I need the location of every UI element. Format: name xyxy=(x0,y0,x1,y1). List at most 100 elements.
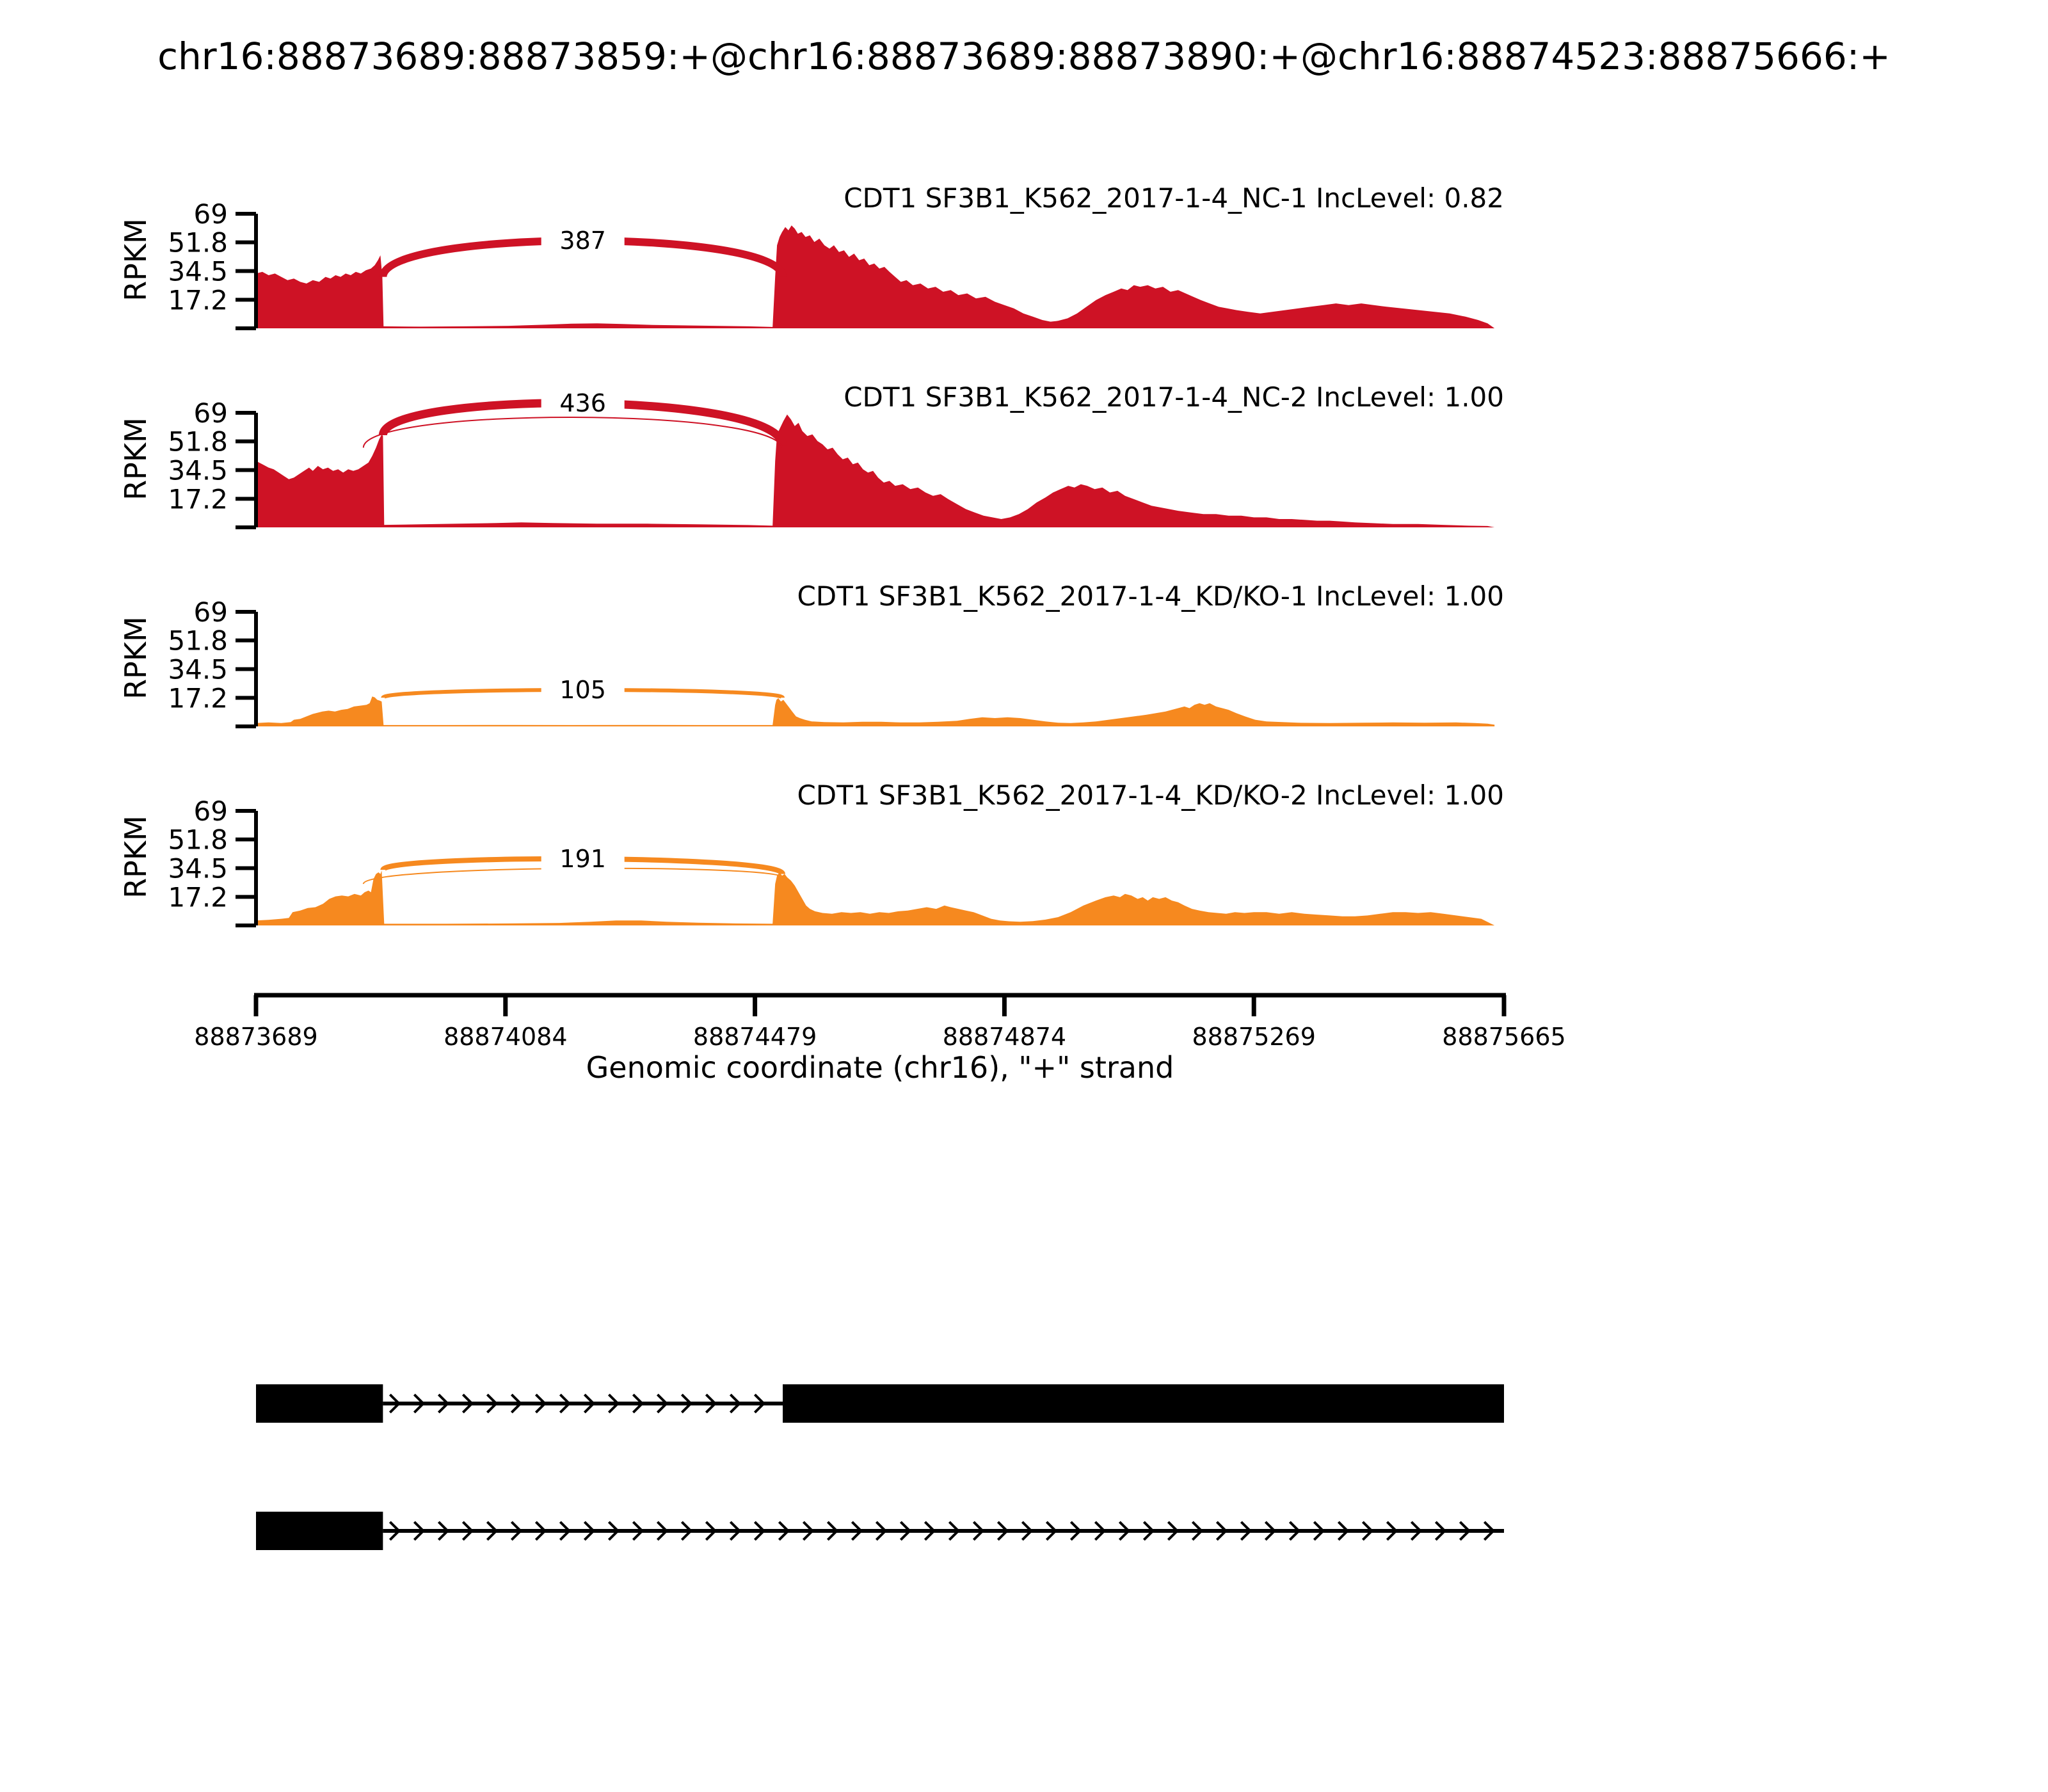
strand-arrow-icon xyxy=(1361,1521,1374,1541)
strand-arrow-icon xyxy=(656,1521,669,1541)
y-tick-label: 51.8 xyxy=(168,426,228,458)
strand-arrow-icon xyxy=(705,1521,717,1541)
junction-count-label: 191 xyxy=(559,845,606,873)
y-tick-label: 69 xyxy=(194,596,228,628)
x-tick-label: 88874479 xyxy=(693,1023,817,1051)
strand-arrow-icon xyxy=(1215,1521,1228,1541)
strand-arrow-icon xyxy=(388,1393,401,1414)
y-tick-label: 34.5 xyxy=(168,654,228,685)
x-axis-title: Genomic coordinate (chr16), "+" strand xyxy=(586,1050,1174,1085)
strand-arrow-icon xyxy=(996,1521,1009,1541)
strand-arrow-icon xyxy=(1094,1521,1107,1541)
exon-box xyxy=(256,1384,383,1423)
strand-arrow-icon xyxy=(413,1521,426,1541)
strand-arrow-icon xyxy=(486,1393,499,1414)
strand-arrow-icon xyxy=(1167,1521,1180,1541)
strand-arrow-icon xyxy=(1434,1521,1447,1541)
y-tick-label: 34.5 xyxy=(168,455,228,486)
strand-arrow-icon xyxy=(851,1521,863,1541)
y-tick-label: 17.2 xyxy=(168,284,228,316)
y-tick-label: 51.8 xyxy=(168,824,228,856)
y-axis-title: RPKM xyxy=(118,417,153,500)
track-label: CDT1 SF3B1_K562_2017-1-4_NC-2 IncLevel: … xyxy=(844,381,1504,413)
y-axis-title: RPKM xyxy=(118,815,153,899)
strand-arrow-icon xyxy=(1021,1521,1034,1541)
exon-box xyxy=(256,1512,383,1550)
strand-arrow-icon xyxy=(1240,1521,1252,1541)
coverage-area xyxy=(256,414,1495,527)
coverage-area xyxy=(256,225,1495,328)
y-axis-bracket xyxy=(236,212,258,330)
y-tick-label: 34.5 xyxy=(168,256,228,287)
strand-arrow-icon xyxy=(510,1393,523,1414)
coverage-area xyxy=(256,696,1495,726)
strand-arrow-icon xyxy=(632,1521,644,1541)
strand-arrow-icon xyxy=(461,1521,474,1541)
strand-arrow-icon xyxy=(1386,1521,1398,1541)
strand-arrow-icon xyxy=(437,1393,450,1414)
junction-count-label: 105 xyxy=(559,676,606,704)
strand-arrow-icon xyxy=(680,1393,693,1414)
strand-arrow-icon xyxy=(1142,1521,1155,1541)
gene-model xyxy=(256,1384,1504,1550)
strand-arrow-icon xyxy=(534,1521,547,1541)
strand-arrow-icon xyxy=(1410,1521,1423,1541)
strand-arrow-icon xyxy=(1069,1521,1082,1541)
y-axis-title: RPKM xyxy=(118,616,153,700)
strand-arrow-icon xyxy=(388,1521,401,1541)
x-tick-label: 88874084 xyxy=(444,1023,567,1051)
strand-arrow-icon xyxy=(1313,1521,1325,1541)
strand-arrow-icon xyxy=(1483,1521,1496,1541)
y-axis-bracket xyxy=(236,809,258,927)
y-axis-title: RPKM xyxy=(118,218,153,301)
x-axis-line xyxy=(253,993,1507,1016)
isoform-inclusion xyxy=(256,1384,1504,1423)
strand-arrow-icon xyxy=(1118,1521,1131,1541)
strand-arrow-icon xyxy=(899,1521,912,1541)
track-label: CDT1 SF3B1_K562_2017-1-4_NC-1 IncLevel: … xyxy=(844,182,1504,214)
strand-arrow-icon xyxy=(705,1393,717,1414)
strand-arrow-icon xyxy=(1264,1521,1277,1541)
track-label: CDT1 SF3B1_K562_2017-1-4_KD/KO-2 IncLeve… xyxy=(797,780,1504,811)
x-tick-label: 88875665 xyxy=(1442,1023,1565,1051)
strand-arrow-icon xyxy=(461,1393,474,1414)
junction-count-label: 387 xyxy=(559,227,606,255)
strand-arrow-icon xyxy=(437,1521,450,1541)
strand-arrow-icon xyxy=(559,1393,572,1414)
junction-arc xyxy=(362,416,783,450)
x-tick-label: 88874874 xyxy=(943,1023,1066,1051)
strand-arrow-icon xyxy=(729,1393,742,1414)
plot-title: chr16:88873689:88873859:+@chr16:88873689… xyxy=(157,35,1891,78)
x-tick-label: 88873689 xyxy=(194,1023,317,1051)
coverage-area xyxy=(256,870,1495,925)
strand-arrow-icon xyxy=(826,1521,839,1541)
strand-arrow-icon xyxy=(1459,1521,1471,1541)
track-label: CDT1 SF3B1_K562_2017-1-4_KD/KO-1 IncLeve… xyxy=(797,580,1504,612)
junction-count-box xyxy=(541,676,625,703)
strand-arrow-icon xyxy=(607,1393,620,1414)
strand-arrow-icon xyxy=(729,1521,742,1541)
strand-arrow-icon xyxy=(656,1393,669,1414)
strand-arrow-icon xyxy=(1191,1521,1204,1541)
x-axis: 88873689 88874084 88874479 88874874 88875269… xyxy=(194,993,1566,1051)
junction-count-box xyxy=(541,227,625,255)
strand-arrow-icon xyxy=(680,1521,693,1541)
strand-arrow-icon xyxy=(510,1521,523,1541)
y-tick-label: 69 xyxy=(194,796,228,827)
y-axis-bracket xyxy=(236,610,258,728)
strand-arrow-icon xyxy=(534,1393,547,1414)
strand-arrow-icon xyxy=(1288,1521,1301,1541)
x-tick-label: 88875269 xyxy=(1192,1023,1315,1051)
y-tick-label: 17.2 xyxy=(168,682,228,714)
y-tick-label: 17.2 xyxy=(168,483,228,515)
strand-arrow-icon xyxy=(1045,1521,1058,1541)
strand-arrow-icon xyxy=(875,1521,888,1541)
strand-arrow-icon xyxy=(632,1393,644,1414)
strand-arrow-icon xyxy=(753,1393,766,1414)
y-tick-label: 69 xyxy=(194,198,228,230)
